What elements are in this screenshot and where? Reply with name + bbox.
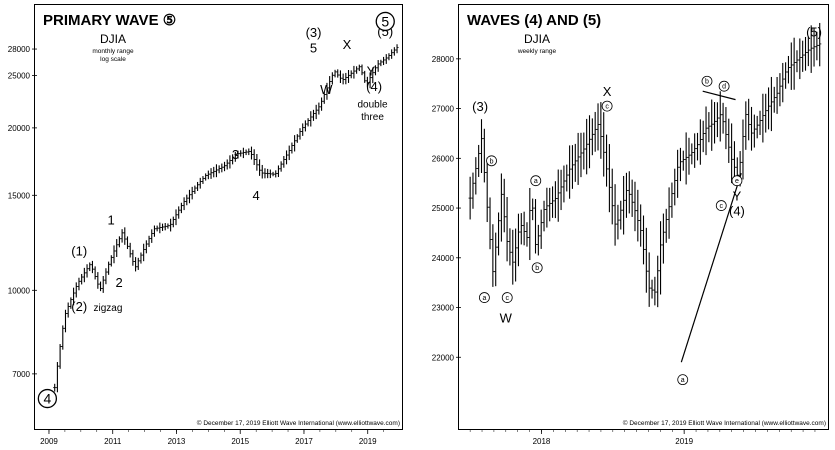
y-tick-label: 28000	[8, 45, 31, 54]
wave-label: 5	[310, 40, 317, 55]
circled-wave-marker	[715, 200, 727, 211]
circled-wave-marker	[37, 388, 58, 409]
circled-wave-marker	[731, 175, 743, 187]
wave-label: (1)	[71, 244, 87, 259]
chart-title: WAVES (4) AND (5)	[467, 12, 601, 29]
circled-wave-label: e	[735, 178, 739, 185]
wave-label: W	[320, 82, 333, 97]
waves-4-and-5-chart-panel: 22000 23000 24000 25000 26000 27000 28000 2018 2…	[432, 4, 829, 446]
copyright-note: © December 17, 2019 Elliott Wave Interna…	[197, 419, 400, 427]
circled-wave-marker	[718, 80, 730, 92]
y-tick-label: 27000	[432, 105, 455, 114]
circled-wave-label: c	[605, 104, 609, 111]
wave-label: (4)	[366, 79, 382, 94]
x-tick-label: 2019	[359, 437, 377, 446]
y-tick-label: 24000	[432, 254, 455, 263]
circled-wave-label: a	[681, 377, 685, 384]
chart-subtitle: DJIA	[524, 32, 550, 46]
y-tick-label: 15000	[8, 191, 31, 200]
y-tick-label: 26000	[432, 154, 455, 163]
circled-wave-marker	[530, 175, 542, 187]
copyright-note: © December 17, 2019 Elliott Wave Interna…	[623, 419, 826, 427]
wave-label: 1	[108, 212, 115, 227]
wave-label: Y	[367, 64, 376, 79]
y-tick-label: 22000	[432, 353, 455, 362]
wave-label: Y	[733, 189, 742, 204]
circled-wave-label: d	[722, 84, 726, 91]
circled-wave-marker	[531, 262, 543, 274]
circled-wave-marker	[701, 75, 713, 87]
trendline	[702, 90, 736, 101]
y-tick-label: 20000	[8, 124, 31, 133]
circled-wave-marker	[486, 155, 497, 167]
wave-label: 2	[115, 275, 122, 290]
wave-label: (2)	[71, 299, 87, 314]
wave-label: (3)	[472, 99, 488, 114]
x-tick-label: 2009	[40, 437, 58, 446]
wave-label: three	[361, 112, 384, 123]
y-tick-label: 7000	[12, 370, 30, 379]
chart-title: PRIMARY WAVE ⑤	[43, 12, 176, 29]
trendline	[680, 173, 742, 363]
y-tick-label: 25000	[8, 72, 31, 81]
y-tick-label: 23000	[432, 304, 455, 313]
wave-label: (4)	[729, 204, 745, 219]
x-tick-label: 2015	[231, 437, 249, 446]
circled-wave-label: b	[535, 265, 539, 272]
circled-wave-marker	[677, 374, 689, 386]
chart-subtitle: DJIA	[100, 32, 126, 46]
x-tick-label: 2017	[295, 437, 313, 446]
x-tick-label: 2013	[168, 437, 186, 446]
circled-wave-marker	[375, 11, 395, 32]
primary-wave-chart: 7000 10000 15000 20000 25000 28000 2009 2011 201…	[8, 11, 400, 446]
primary-wave-chart-panel: 7000 10000 15000 20000 25000 28000 2009 2011 201…	[8, 4, 403, 446]
wave-label: double	[357, 100, 387, 111]
circled-wave-label: c	[720, 203, 724, 210]
waves-4-and-5-chart: 22000 23000 24000 25000 26000 27000 28000 2018 2…	[432, 12, 826, 446]
y-tick-label: 28000	[432, 55, 455, 64]
y-tick-label: 25000	[432, 204, 455, 213]
circled-wave-label: 5	[381, 13, 389, 29]
circled-wave-label: c	[505, 295, 509, 302]
scale-note: log scale	[100, 56, 126, 63]
wave-label: (5)	[806, 24, 822, 39]
x-tick-label: 2018	[533, 437, 551, 446]
circled-wave-marker	[601, 100, 613, 112]
x-tick-label: 2019	[675, 437, 693, 446]
wave-label: zigzag	[93, 303, 122, 314]
circled-wave-label: a	[482, 295, 486, 302]
x-tick-label: 2011	[104, 437, 122, 446]
wave-label: X	[343, 37, 352, 52]
wave-label: 3	[232, 147, 239, 162]
circled-wave-label: b	[705, 79, 709, 86]
y-tick-label: 10000	[8, 286, 31, 295]
range-note: monthly range	[92, 48, 134, 55]
range-note: weekly range	[517, 48, 557, 55]
circled-wave-label: a	[534, 178, 538, 185]
wave-label: W	[500, 310, 513, 325]
wave-label: 4	[253, 188, 260, 203]
wave-label: X	[603, 84, 612, 99]
circled-wave-marker	[501, 292, 513, 303]
circled-wave-label: b	[490, 158, 494, 165]
circled-wave-label: 4	[43, 391, 51, 407]
wave-label: (3)	[306, 25, 322, 40]
circled-wave-marker	[479, 292, 490, 303]
